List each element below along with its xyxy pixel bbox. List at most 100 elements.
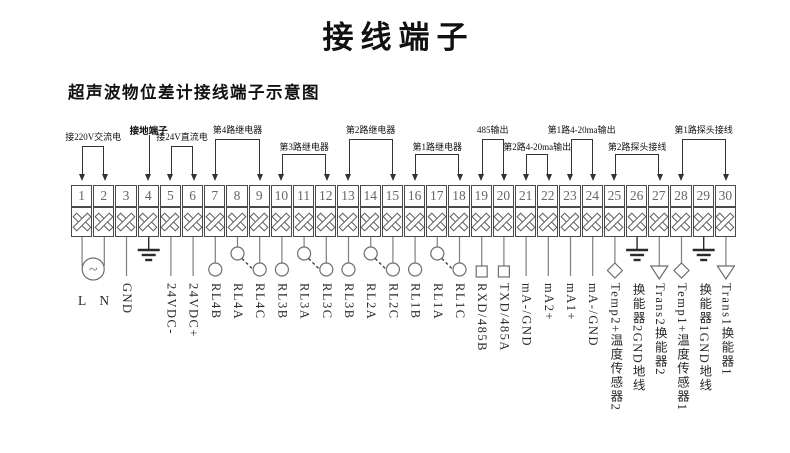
terminal-label: TXD/485A bbox=[497, 283, 512, 352]
terminal-screw-cell bbox=[692, 207, 714, 237]
terminal-screw-cell bbox=[492, 207, 514, 237]
relay-contact-circle bbox=[385, 262, 400, 277]
terminal-label: RL2C bbox=[386, 283, 401, 320]
relay-contact-circle bbox=[452, 262, 467, 277]
terminal-label: mA-/GND bbox=[586, 283, 601, 347]
rs485-terminal-square-icon bbox=[475, 265, 488, 278]
terminal-number-cell: 14 bbox=[359, 185, 381, 207]
annotation-bracket bbox=[481, 139, 504, 175]
terminal-label: Trans1换能器1 bbox=[719, 283, 734, 377]
annotation-label: 第2路4-20ma输出 bbox=[503, 142, 572, 152]
annotation-arrowhead bbox=[590, 174, 597, 181]
annotation-label: 接220V交流电 bbox=[65, 132, 122, 142]
ac-source-icon bbox=[81, 257, 105, 281]
annotation-arrowhead bbox=[190, 174, 197, 181]
annotation-label: 485输出 bbox=[477, 125, 509, 135]
relay-contact-circle bbox=[274, 262, 289, 277]
terminal-number-cell: 26 bbox=[626, 185, 648, 207]
terminal-number-cell: 2 bbox=[93, 185, 115, 207]
terminal-label: RL4C bbox=[253, 283, 268, 320]
terminal-number-cell: 6 bbox=[182, 185, 204, 207]
terminal-number-cell: 23 bbox=[559, 185, 581, 207]
relay-switch-dashed-line bbox=[308, 258, 322, 272]
annotation-arrowhead bbox=[345, 174, 351, 181]
annotation-bracket bbox=[526, 154, 549, 175]
annotation-label: 接24V直流电 bbox=[156, 132, 208, 142]
annotation-arrowhead bbox=[411, 174, 418, 181]
transducer-arrow-icon bbox=[649, 265, 669, 281]
terminal-screw-cell bbox=[337, 207, 359, 237]
terminal-screw-cell bbox=[515, 207, 537, 237]
terminal-screw-cell bbox=[603, 207, 625, 237]
terminal-screw-cell bbox=[559, 207, 581, 237]
terminal-screw-cell bbox=[204, 207, 226, 237]
relay-common-circle bbox=[230, 246, 245, 261]
annotation-arrowhead bbox=[323, 174, 330, 181]
annotation-bracket bbox=[415, 154, 460, 175]
relay-common-circle bbox=[297, 246, 312, 261]
annotation-arrowhead bbox=[145, 174, 152, 181]
terminal-screw-cell bbox=[248, 207, 270, 237]
temp-probe-diamond-icon bbox=[673, 262, 690, 279]
annotation-arrow-line bbox=[148, 135, 150, 176]
terminal-screw-cell bbox=[648, 207, 670, 237]
terminal-label: Temp2+温度传感器2 bbox=[608, 283, 623, 412]
relay-switch-dashed-line bbox=[441, 258, 455, 272]
terminal-number-cell: 15 bbox=[381, 185, 403, 207]
terminal-screw-cell bbox=[270, 207, 292, 237]
terminal-screw-cell bbox=[182, 207, 204, 237]
terminal-screw-cell bbox=[448, 207, 470, 237]
terminal-number-cell: 1 bbox=[71, 185, 93, 207]
terminal-number-cell: 28 bbox=[670, 185, 692, 207]
terminal-number-cell: 24 bbox=[581, 185, 603, 207]
terminal-label: Temp1+温度传感器1 bbox=[675, 283, 689, 412]
earth-ground-icon bbox=[692, 248, 715, 262]
annotation-bracket bbox=[170, 146, 194, 175]
ac-label-l: L bbox=[77, 293, 87, 308]
terminal-label: 24VDC+ bbox=[186, 283, 201, 338]
relay-contact-circle bbox=[319, 262, 334, 277]
terminal-label: RL3C bbox=[319, 283, 334, 320]
annotation-label: 第2路继电器 bbox=[345, 125, 396, 135]
terminal-number-cell: 9 bbox=[248, 185, 270, 207]
terminal-number-cell: 4 bbox=[137, 185, 159, 207]
annotation-arrowhead bbox=[678, 174, 684, 181]
terminal-screw-cell bbox=[115, 207, 137, 237]
annotation-arrowhead bbox=[78, 174, 85, 181]
rs485-terminal-square-icon bbox=[497, 265, 510, 278]
annotation-label: 第1路4-20ma输出 bbox=[547, 125, 616, 135]
annotation-bracket bbox=[281, 154, 327, 175]
terminal-screw-cell bbox=[137, 207, 159, 237]
terminal-number-cell: 7 bbox=[204, 185, 226, 207]
terminal-number-cell: 22 bbox=[537, 185, 559, 207]
annotation-arrowhead bbox=[522, 174, 529, 181]
annotation-arrowhead bbox=[390, 174, 397, 181]
terminal-screw-cell bbox=[315, 207, 337, 237]
terminal-screw-cell bbox=[470, 207, 492, 237]
annotation-label: 第2路探头接线 bbox=[607, 142, 667, 152]
terminal-label: RL1A bbox=[430, 283, 445, 321]
temp-probe-diamond-icon bbox=[606, 262, 624, 279]
annotation-label: 第4路继电器 bbox=[212, 125, 263, 135]
annotation-arrowhead bbox=[567, 174, 573, 181]
terminal-label: mA2+ bbox=[541, 283, 556, 322]
terminal-number-cell: 17 bbox=[426, 185, 448, 207]
terminal-label: mA-/GND bbox=[519, 283, 534, 347]
terminal-label: RL3B bbox=[342, 283, 356, 320]
annotation-label: 第1路继电器 bbox=[412, 142, 463, 152]
annotation-arrowhead bbox=[101, 174, 108, 181]
terminal-label: RL4B bbox=[208, 283, 223, 320]
terminal-screw-cell bbox=[381, 207, 403, 237]
terminal-number-cell: 25 bbox=[603, 185, 625, 207]
annotation-arrowhead bbox=[545, 174, 552, 181]
terminal-number-cell: 11 bbox=[293, 185, 315, 207]
earth-ground-icon bbox=[137, 248, 160, 262]
terminal-screw-cell bbox=[581, 207, 603, 237]
terminal-number-cell: 3 bbox=[115, 185, 137, 207]
annotation-bracket bbox=[570, 139, 593, 175]
terminal-screw-cell bbox=[404, 207, 426, 237]
terminal-label: 换能器1GND地线 bbox=[697, 283, 712, 393]
terminal-label: 换能器2GND地线 bbox=[630, 283, 645, 393]
terminal-number-cell: 30 bbox=[714, 185, 736, 207]
terminal-number-cell: 27 bbox=[648, 185, 670, 207]
